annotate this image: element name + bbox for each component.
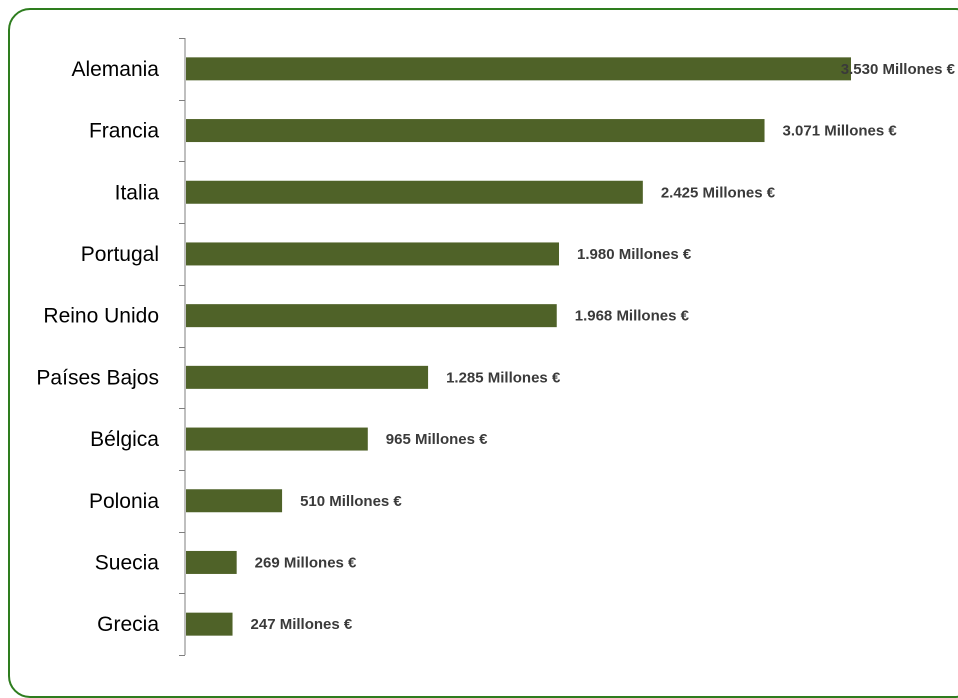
bar-1 xyxy=(186,119,765,143)
bar-4 xyxy=(186,304,557,328)
category-labels: Alemania Francia Italia Portugal Reino Unido… xyxy=(36,58,159,636)
bar-8 xyxy=(186,550,237,574)
category-label: Portugal xyxy=(81,243,159,266)
category-label: Suecia xyxy=(95,551,160,574)
data-label: 1.980 Millones € xyxy=(577,246,692,263)
bar-9 xyxy=(186,612,233,636)
bar-0 xyxy=(186,57,851,81)
bar-3 xyxy=(186,242,560,266)
data-label: 510 Millones € xyxy=(300,493,402,510)
category-label: Grecia xyxy=(97,613,159,636)
value-labels: 3.530 Millones € 3.071 Millones € 2.425 Mi… xyxy=(251,61,956,633)
category-label: Alemania xyxy=(71,58,159,81)
bar-chart: Alemania Francia Italia Portugal Reino Unido… xyxy=(36,38,956,656)
data-label: 1.285 Millones € xyxy=(446,369,561,386)
data-label: 1.968 Millones € xyxy=(575,308,690,325)
data-label: 269 Millones € xyxy=(255,554,357,571)
category-label: Polonia xyxy=(89,490,159,513)
category-label: Italia xyxy=(115,181,160,204)
bar-5 xyxy=(186,365,429,389)
bar-7 xyxy=(186,489,283,513)
axis-ticks xyxy=(179,38,185,656)
category-label: Francia xyxy=(89,120,159,143)
data-label: 965 Millones € xyxy=(386,431,488,448)
category-label: Bélgica xyxy=(90,428,159,451)
data-label: 247 Millones € xyxy=(251,616,353,633)
bars-group xyxy=(186,57,851,636)
category-label: Reino Unido xyxy=(43,305,159,328)
bar-2 xyxy=(186,180,643,204)
data-label: 3.530 Millones € xyxy=(841,61,956,78)
category-label: Países Bajos xyxy=(36,366,159,389)
bar-6 xyxy=(186,427,368,451)
data-label: 2.425 Millones € xyxy=(661,184,776,201)
data-label: 3.071 Millones € xyxy=(783,123,898,140)
